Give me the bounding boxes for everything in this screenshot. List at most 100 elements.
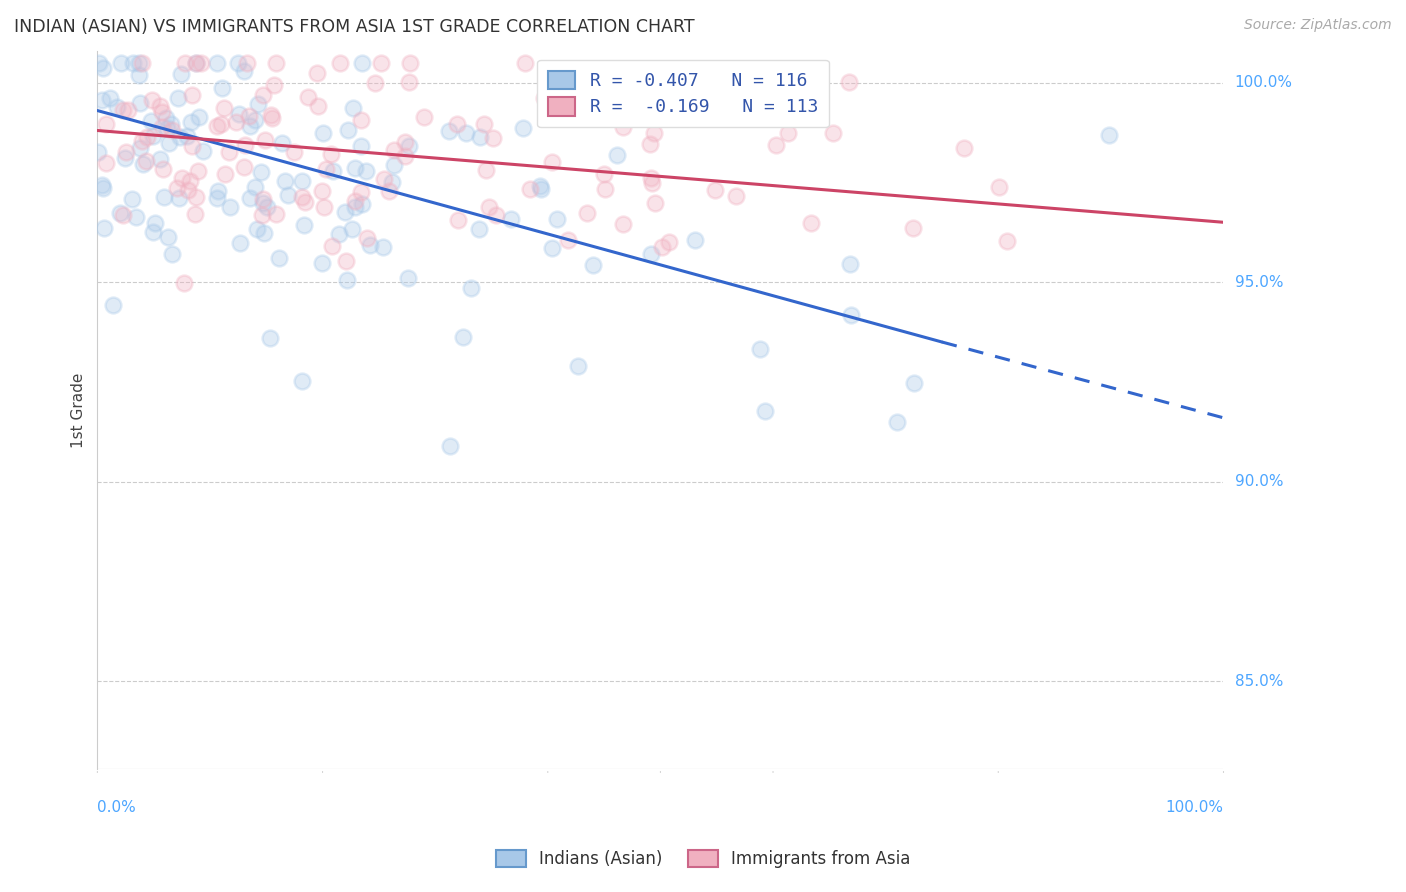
Point [987,180,1010,194]
Point [114,151,136,165]
Point [329,55,352,70]
Point [188,110,211,124]
Point [252,195,274,210]
Point [132,157,155,171]
Point [211,81,233,95]
Point [344,194,367,208]
Point [170,67,193,81]
Point [153,189,176,203]
Point [176,129,198,144]
Point [529,178,551,193]
Point [322,164,344,178]
Point [243,179,266,194]
Point [98,91,121,105]
Point [152,162,174,177]
Point [207,184,229,198]
Point [250,165,273,179]
Point [209,117,232,131]
Point [394,149,416,163]
Point [218,145,240,159]
Point [214,102,236,116]
Point [184,55,207,70]
Point [174,55,197,70]
Point [91,93,114,107]
Point [149,153,172,167]
Point [658,235,681,249]
Point [413,111,436,125]
Point [172,171,194,186]
Point [350,197,373,211]
Point [315,162,337,177]
Point [349,138,371,153]
Point [381,175,404,189]
Point [336,273,359,287]
Point [131,134,153,148]
Point [128,95,150,110]
Point [141,94,163,108]
Point [112,103,135,118]
Point [135,153,157,168]
Point [725,189,748,203]
Point [482,130,505,145]
Point [749,343,772,357]
Point [659,106,682,120]
Point [953,141,976,155]
Point [605,86,627,100]
Point [640,170,662,185]
Point [557,233,579,247]
Y-axis label: 1st Grade: 1st Grade [72,372,86,448]
Point [108,206,131,220]
Point [533,91,555,105]
Point [290,174,312,188]
Point [468,221,491,235]
Point [128,68,150,82]
Point [612,217,634,231]
Point [131,55,153,70]
Point [110,55,132,70]
Point [259,330,281,344]
Point [446,117,468,131]
Point [238,119,260,133]
Point [294,194,316,209]
Point [254,133,277,147]
Point [187,163,209,178]
Point [382,158,405,172]
Point [157,136,180,150]
Point [180,115,202,129]
Point [364,76,387,90]
Point [612,120,634,135]
Point [644,195,666,210]
Point [179,174,201,188]
Text: 100.0%: 100.0% [1234,75,1292,90]
Point [142,128,165,143]
Point [754,404,776,418]
Point [606,148,628,162]
Point [160,246,183,260]
Point [283,145,305,160]
Point [350,55,373,70]
Point [238,109,260,123]
Point [150,120,173,135]
Point [340,222,363,236]
Point [439,439,461,453]
Point [264,207,287,221]
Point [995,234,1018,248]
Point [166,181,188,195]
Point [167,91,190,105]
Point [512,120,534,135]
Point [139,114,162,128]
Point [399,55,422,70]
Text: 85.0%: 85.0% [1234,673,1282,689]
Point [239,191,262,205]
Point [312,200,335,214]
Point [96,155,118,169]
Point [233,160,256,174]
Point [328,227,350,242]
Point [439,124,461,138]
Text: 100.0%: 100.0% [1166,799,1223,814]
Point [593,167,616,181]
Point [447,212,470,227]
Point [262,112,284,126]
Point [87,55,110,70]
Point [247,97,270,112]
